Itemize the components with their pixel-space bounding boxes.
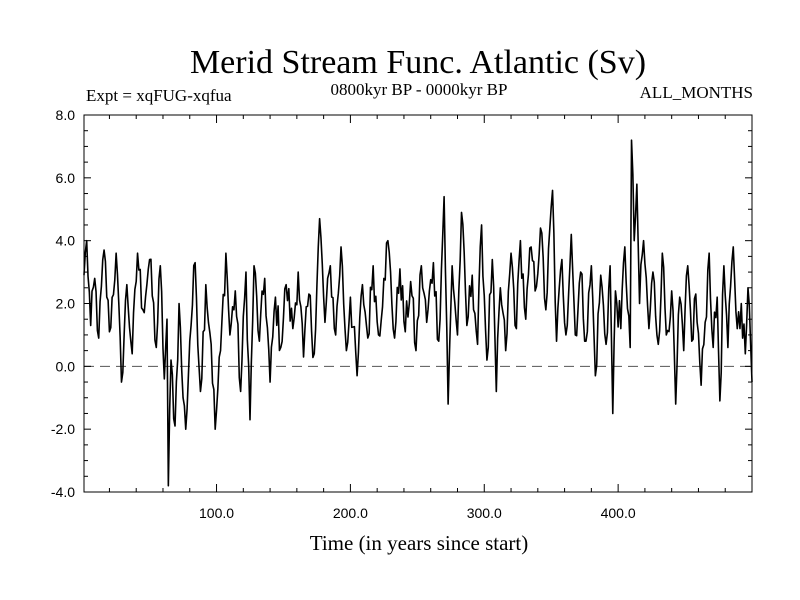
- x-tick-label: 100.0: [199, 505, 234, 521]
- plot-frame: [83, 114, 753, 493]
- y-tick-label: 0.0: [56, 358, 76, 374]
- y-tick-label: -4.0: [51, 484, 75, 500]
- y-tick-label: 4.0: [56, 233, 76, 249]
- x-tick-label: 200.0: [333, 505, 368, 521]
- period-label: 0800kyr BP - 0000kyr BP: [331, 80, 508, 99]
- y-tick-label: 2.0: [56, 296, 76, 312]
- x-tick-label: 300.0: [467, 505, 502, 521]
- y-tick-label: 6.0: [56, 170, 76, 186]
- series-line: [83, 139, 753, 487]
- x-axis-label: Time (in years since start): [310, 531, 529, 555]
- y-tick-label: -2.0: [51, 421, 75, 437]
- experiment-label: Expt = xqFUG-xqfua: [86, 86, 232, 105]
- months-label: ALL_MONTHS: [640, 83, 753, 102]
- x-tick-label: 400.0: [601, 505, 636, 521]
- chart-title: Merid Stream Func. Atlantic (Sv): [190, 44, 646, 81]
- y-tick-label: 8.0: [56, 107, 76, 123]
